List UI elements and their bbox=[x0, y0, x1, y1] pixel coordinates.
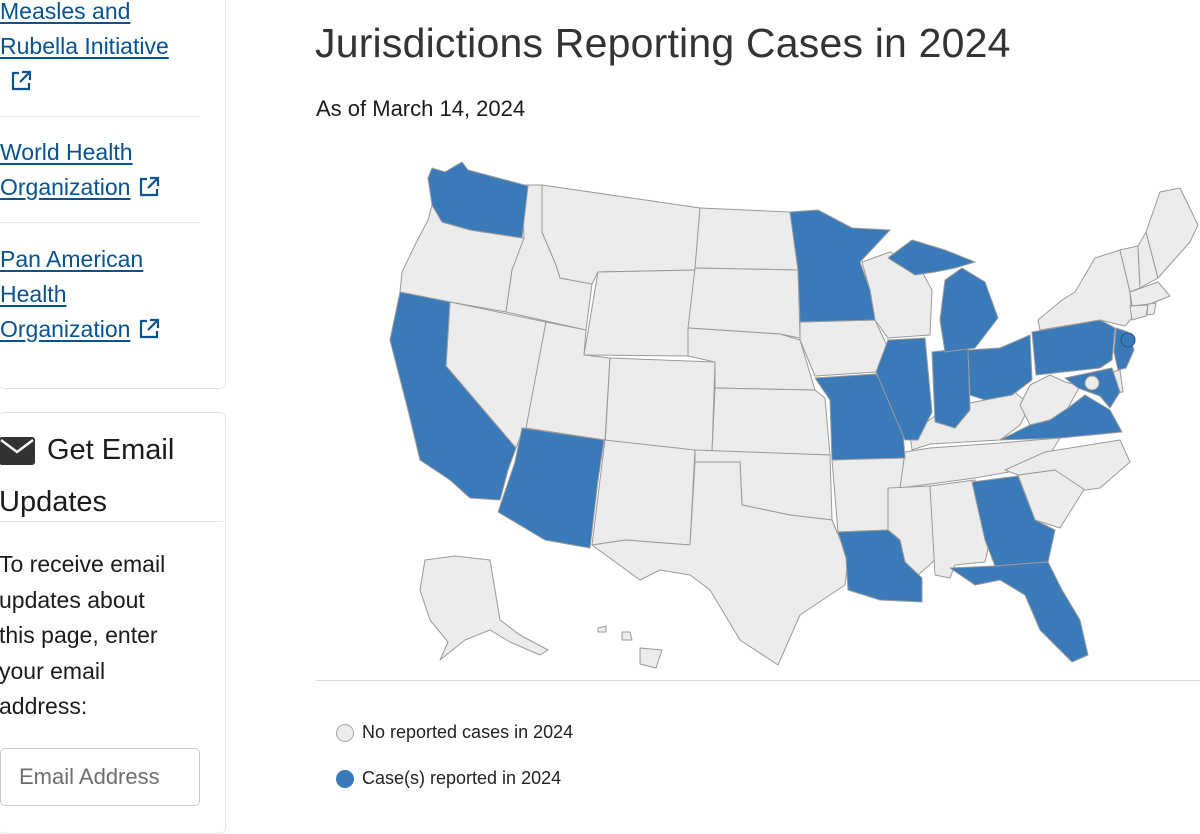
legend-swatch-gray bbox=[336, 723, 354, 742]
legend-label: No reported cases in 2024 bbox=[362, 722, 574, 742]
link-measles-rubella-initiative[interactable]: Measles and Rubella Initiative bbox=[0, 0, 200, 102]
state-arizona[interactable] bbox=[497, 427, 605, 549]
state-michigan-lower[interactable] bbox=[939, 267, 999, 353]
envelope-icon bbox=[0, 433, 35, 479]
state-colorado[interactable] bbox=[604, 357, 716, 453]
divider bbox=[0, 222, 200, 223]
state-new-york[interactable] bbox=[1037, 249, 1133, 331]
state-washington[interactable] bbox=[427, 161, 529, 239]
link-world-health-organization[interactable]: World Health Organization bbox=[0, 135, 200, 208]
state-north-carolina[interactable] bbox=[1004, 439, 1131, 491]
state-florida[interactable] bbox=[949, 561, 1089, 663]
state-new-mexico[interactable] bbox=[591, 439, 696, 546]
state-connecticut[interactable] bbox=[1129, 304, 1149, 321]
state-massachusetts[interactable] bbox=[1129, 281, 1171, 307]
state-pennsylvania[interactable] bbox=[1031, 319, 1116, 376]
email-description: To receive email updates about this page… bbox=[0, 551, 166, 719]
divider bbox=[0, 521, 223, 522]
jurisdiction-nyc-marker[interactable] bbox=[1120, 332, 1136, 348]
state-indiana[interactable] bbox=[931, 347, 971, 429]
legend-item-no-cases: No reported cases in 2024 bbox=[336, 722, 573, 743]
page-title: Jurisdictions Reporting Cases in 2024 bbox=[315, 20, 1011, 66]
link-pan-american-health-organization[interactable]: Pan American Health Organization bbox=[0, 242, 200, 350]
state-montana[interactable] bbox=[541, 184, 701, 285]
legend-swatch-blue bbox=[336, 769, 354, 788]
divider bbox=[0, 116, 200, 117]
state-rhode-island[interactable] bbox=[1146, 302, 1157, 316]
state-ohio[interactable] bbox=[967, 334, 1033, 401]
state-hawaii[interactable] bbox=[597, 625, 663, 669]
state-maine[interactable] bbox=[1145, 187, 1199, 279]
state-north-dakota[interactable] bbox=[694, 207, 799, 271]
state-louisiana[interactable] bbox=[837, 529, 923, 603]
state-minnesota[interactable] bbox=[789, 209, 891, 323]
state-wyoming[interactable] bbox=[583, 269, 696, 357]
link-text[interactable]: World Health Organization bbox=[0, 139, 133, 200]
legend-item-cases-reported: Case(s) reported in 2024 bbox=[336, 768, 561, 789]
us-measles-map bbox=[389, 161, 1199, 669]
external-link-icon[interactable] bbox=[138, 315, 160, 350]
state-michigan-upper[interactable] bbox=[887, 239, 976, 276]
state-georgia[interactable] bbox=[971, 475, 1056, 567]
external-link-icon[interactable] bbox=[138, 173, 160, 208]
state-virginia[interactable] bbox=[999, 394, 1123, 441]
state-texas[interactable] bbox=[591, 461, 849, 666]
as-of-date: As of March 14, 2024 bbox=[316, 96, 526, 121]
external-link-icon[interactable] bbox=[10, 67, 32, 102]
email-address-input[interactable] bbox=[0, 748, 200, 806]
state-missouri[interactable] bbox=[814, 373, 906, 461]
sidebar: Measles and Rubella Initiative World Heal… bbox=[0, 0, 226, 834]
state-california[interactable] bbox=[389, 291, 517, 501]
jurisdiction-dc-marker[interactable] bbox=[1084, 375, 1100, 391]
state-iowa[interactable] bbox=[799, 319, 889, 377]
state-illinois[interactable] bbox=[875, 337, 933, 441]
link-text[interactable]: Pan American Health Organization bbox=[0, 246, 144, 342]
state-south-dakota[interactable] bbox=[687, 267, 801, 339]
state-alaska[interactable] bbox=[419, 555, 549, 661]
legend-label: Case(s) reported in 2024 bbox=[362, 768, 562, 788]
state-kansas[interactable] bbox=[711, 387, 831, 456]
external-links-card bbox=[0, 0, 226, 389]
email-updates-heading: Get Email Updates bbox=[0, 433, 175, 518]
divider bbox=[316, 680, 1200, 681]
link-text[interactable]: Measles and Rubella Initiative bbox=[0, 0, 169, 59]
